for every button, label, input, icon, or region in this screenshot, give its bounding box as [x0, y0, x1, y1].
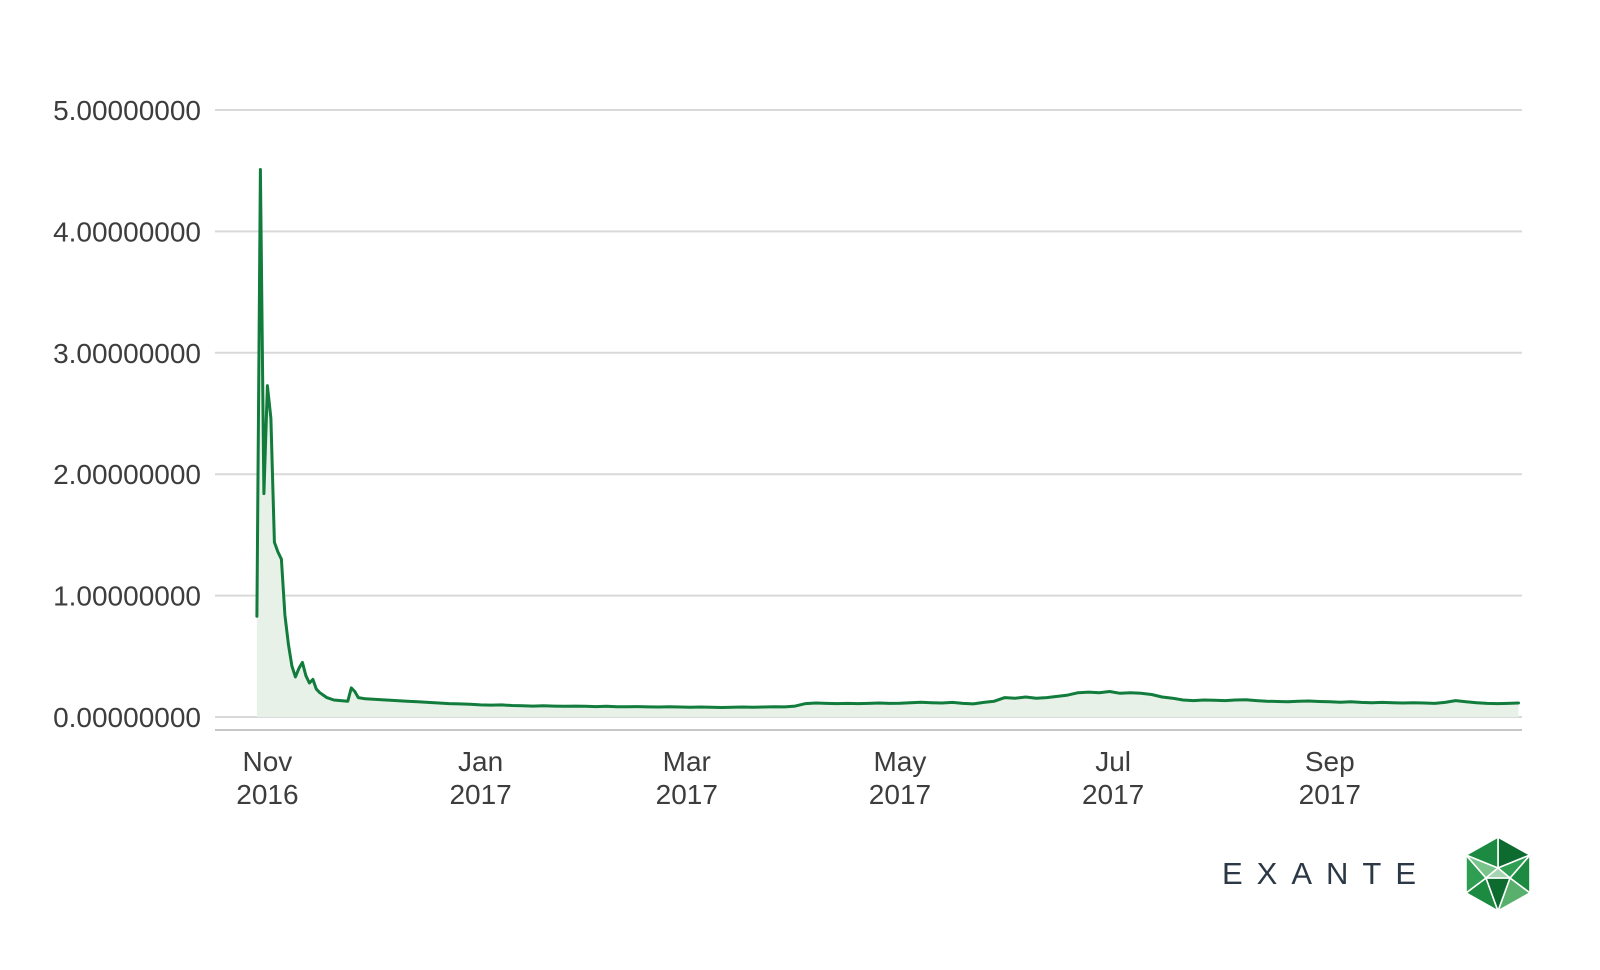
- x-axis-tick-year: 2017: [1082, 779, 1144, 810]
- y-axis-tick-label: 5.00000000: [53, 95, 201, 126]
- y-axis-tick-label: 1.00000000: [53, 581, 201, 612]
- x-axis-tick-month: Jul: [1095, 746, 1131, 777]
- price-area-fill: [256, 169, 1519, 717]
- x-axis-tick-month: Jan: [458, 746, 503, 777]
- y-axis-tick-label: 4.00000000: [53, 216, 201, 247]
- y-axis-tick-label: 0.00000000: [53, 702, 201, 733]
- y-axis-tick-label: 3.00000000: [53, 338, 201, 369]
- x-axis-tick-month: Sep: [1305, 746, 1355, 777]
- brand-footer: EXANTE: [1222, 834, 1538, 914]
- x-axis-tick-month: May: [873, 746, 926, 777]
- price-area-chart: 0.00000000 1.00000000 2.00000000 3.00000000…: [53, 95, 1522, 810]
- x-axis-tick-year: 2017: [1299, 779, 1361, 810]
- x-axis-tick-month: Mar: [663, 746, 711, 777]
- exante-gem-icon: [1465, 836, 1531, 912]
- x-axis-tick-year: 2017: [656, 779, 718, 810]
- x-axis-tick-year: 2017: [449, 779, 511, 810]
- x-axis-tick-year: 2016: [236, 779, 298, 810]
- exante-logo-text: EXANTE: [1221, 856, 1430, 891]
- y-axis-tick-label: 2.00000000: [53, 459, 201, 490]
- x-axis-tick-month: Nov: [243, 746, 293, 777]
- x-axis-tick-year: 2017: [869, 779, 931, 810]
- price-line: [255, 168, 1520, 709]
